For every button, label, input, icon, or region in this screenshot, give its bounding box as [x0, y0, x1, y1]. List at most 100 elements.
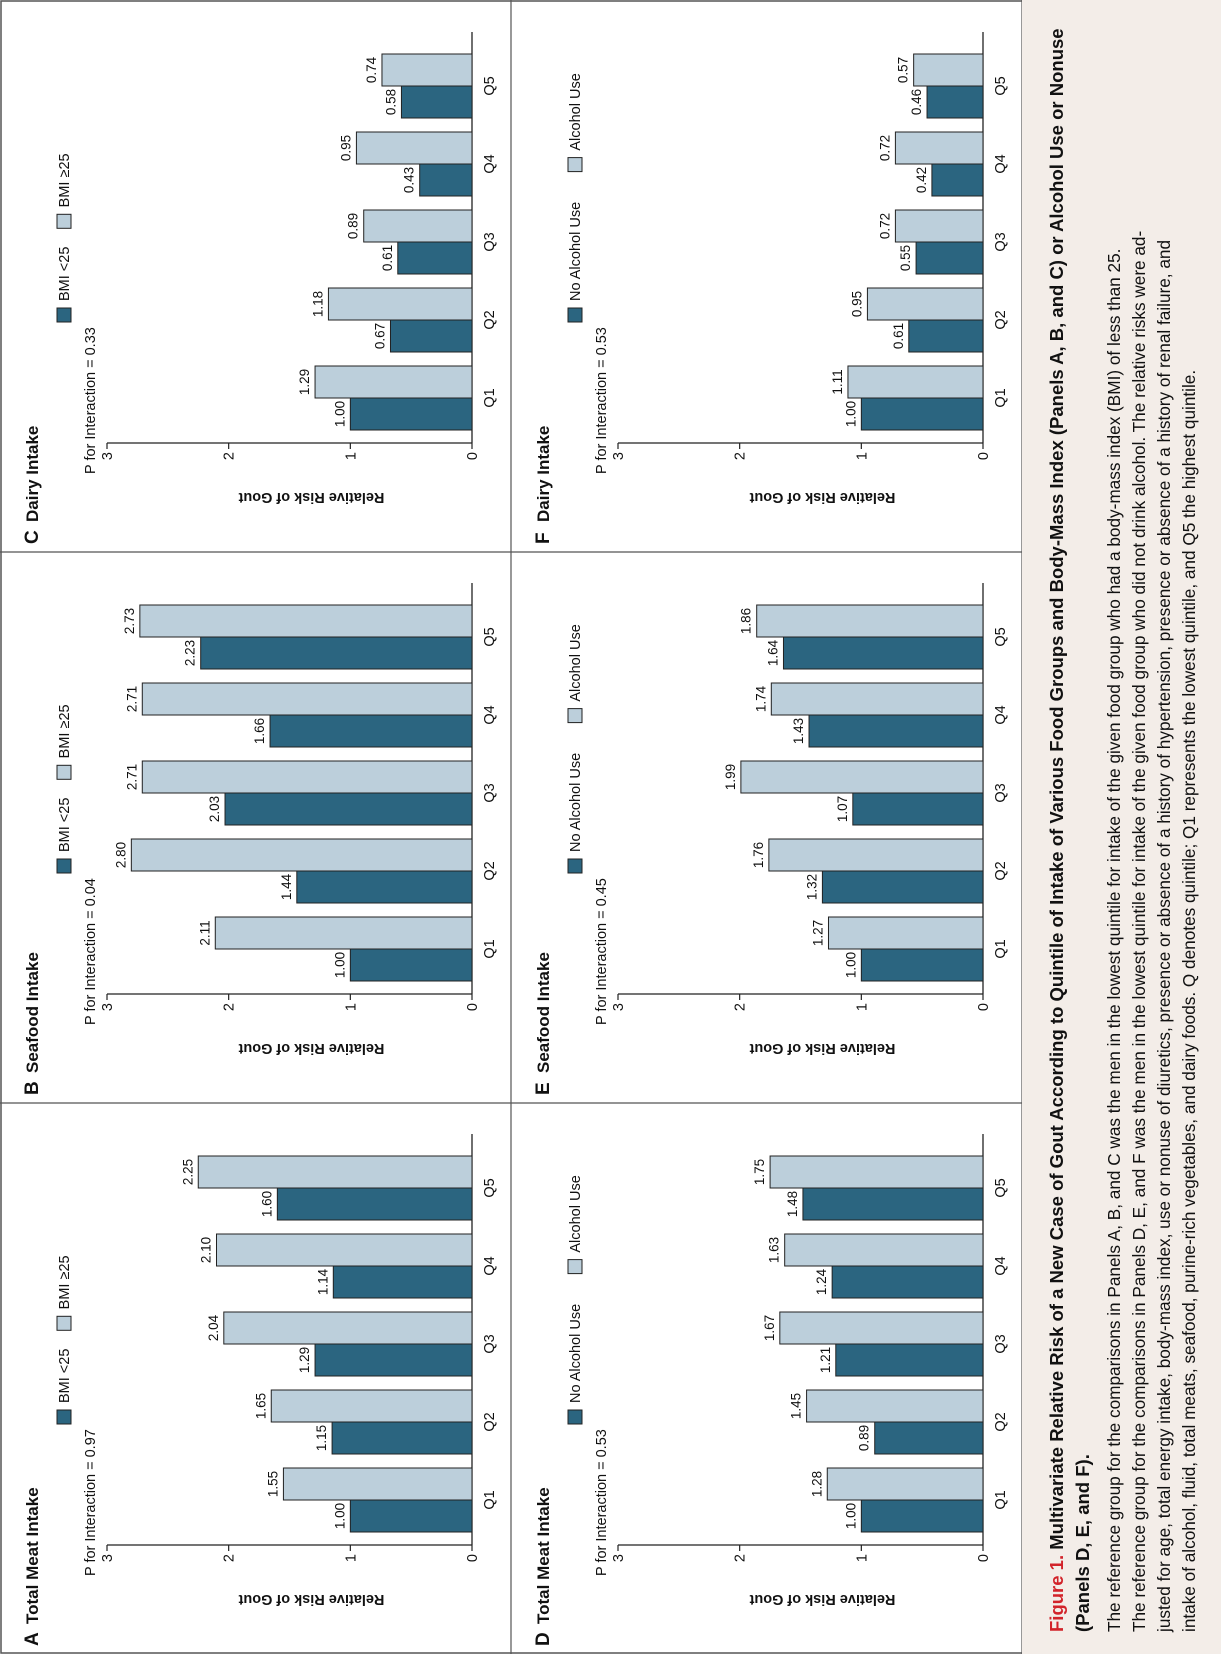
- y-tick-label: 2: [222, 452, 238, 460]
- bar-value-label: 0.43: [402, 167, 417, 193]
- bar-value-label: 0.89: [857, 1425, 872, 1451]
- legend-entry: No Alcohol Use: [568, 202, 584, 301]
- bar: [332, 1265, 473, 1299]
- y-axis-label: Relative Risk of Gout: [749, 1040, 895, 1056]
- panel-title: Seafood Intake: [23, 952, 42, 1073]
- bar-value-label: 0.67: [372, 323, 387, 349]
- bar-value-label: 1.99: [723, 764, 738, 790]
- bar-value-label: 2.71: [124, 686, 139, 712]
- y-tick-label: 3: [611, 452, 627, 460]
- bar: [874, 1421, 984, 1455]
- x-tick-label: Q5: [993, 1178, 1009, 1197]
- x-tick-label: Q3: [993, 783, 1009, 802]
- bar: [826, 1467, 984, 1501]
- bar: [769, 1155, 984, 1189]
- bar: [141, 760, 473, 794]
- bar-value-label: 1.00: [332, 401, 347, 427]
- bar-value-label: 1.00: [332, 952, 347, 978]
- bar-value-label: 1.44: [279, 873, 294, 900]
- x-tick-label: Q1: [482, 939, 498, 958]
- y-axis-label: Relative Risk of Gout: [238, 1040, 384, 1056]
- bar-value-label: 2.04: [206, 1314, 221, 1341]
- y-axis-label: Relative Risk of Gout: [749, 489, 895, 505]
- bar-value-label: 1.15: [314, 1425, 329, 1451]
- x-tick-label: Q2: [482, 861, 498, 880]
- panel-letter: E: [533, 1082, 554, 1095]
- bar: [270, 1389, 473, 1423]
- x-tick-label: Q5: [993, 627, 1009, 646]
- bar-value-label: 1.60: [259, 1191, 274, 1217]
- bar: [821, 870, 984, 904]
- bar: [223, 1311, 473, 1345]
- legend: BMI <25 BMI ≥25: [56, 1255, 73, 1425]
- bar-value-label: 0.57: [896, 57, 911, 83]
- legend-swatch: [56, 307, 72, 323]
- bar: [931, 163, 984, 197]
- bar: [224, 792, 473, 826]
- bar-value-label: 1.86: [739, 608, 754, 634]
- y-tick-label: 0: [976, 452, 992, 460]
- panel-title: Total Meat Intake: [534, 1487, 553, 1624]
- bar-value-label: 0.95: [338, 135, 353, 161]
- bar-value-label: 1.07: [835, 796, 850, 822]
- p-interaction: P for Interaction = 0.53: [594, 1429, 610, 1576]
- bar-value-label: 1.28: [809, 1471, 824, 1497]
- bar-value-label: 1.29: [297, 1347, 312, 1373]
- bar: [802, 1187, 984, 1221]
- panel-b: B Seafood Intake BMI <25 BMI ≥25 P for Inter…: [22, 583, 498, 1095]
- bar: [784, 1233, 984, 1267]
- x-tick-label: Q4: [482, 154, 498, 173]
- legend-swatch: [567, 1259, 583, 1275]
- bar-value-label: 1.32: [804, 874, 819, 900]
- bar: [296, 870, 473, 904]
- bar: [913, 53, 984, 87]
- bar-value-label: 1.18: [310, 291, 325, 317]
- bar-value-label: 1.00: [843, 401, 858, 427]
- p-interaction: P for Interaction = 0.33: [83, 327, 99, 474]
- bar: [827, 916, 984, 950]
- x-tick-label: Q2: [482, 310, 498, 329]
- bar: [327, 287, 473, 321]
- legend-entry: Alcohol Use: [568, 73, 584, 150]
- bar: [779, 1311, 984, 1345]
- y-tick-label: 2: [733, 1003, 749, 1011]
- y-tick-label: 3: [611, 1003, 627, 1011]
- legend-entry: BMI ≥25: [57, 704, 73, 758]
- bar: [389, 319, 473, 353]
- y-tick-label: 0: [976, 1003, 992, 1011]
- y-tick-label: 1: [854, 1003, 870, 1011]
- bar: [915, 241, 984, 275]
- bar: [355, 131, 473, 165]
- bar-value-label: 1.14: [315, 1268, 330, 1295]
- legend-entry: Alcohol Use: [568, 624, 584, 701]
- bar-value-label: 1.55: [265, 1471, 280, 1497]
- bar-value-label: 0.61: [380, 245, 395, 271]
- x-tick-label: Q4: [482, 705, 498, 724]
- bar: [756, 604, 984, 638]
- caption-line: The reference group for the comparisons …: [1129, 231, 1149, 1632]
- caption-line: intake of alcohol, fluid, total meats, s…: [1179, 370, 1199, 1632]
- bar-value-label: 0.74: [364, 56, 379, 83]
- p-interaction: P for Interaction = 0.04: [83, 878, 99, 1025]
- legend-swatch: [56, 213, 72, 229]
- panel-letter: D: [533, 1632, 554, 1646]
- y-tick-label: 0: [976, 1554, 992, 1562]
- bar: [141, 682, 473, 716]
- bar-value-label: 1.45: [789, 1393, 804, 1419]
- caption-line: The reference group for the comparisons …: [1104, 249, 1124, 1632]
- x-tick-label: Q2: [993, 1412, 1009, 1431]
- y-tick-label: 3: [100, 452, 116, 460]
- legend: No Alcohol Use Alcohol Use: [567, 73, 584, 323]
- x-tick-label: Q3: [482, 783, 498, 802]
- bar: [926, 85, 984, 119]
- bar-value-label: 0.72: [877, 213, 892, 239]
- bar: [894, 209, 984, 243]
- y-axis-label: Relative Risk of Gout: [749, 1591, 895, 1607]
- bar-value-label: 0.58: [383, 89, 398, 115]
- bar: [740, 760, 984, 794]
- y-tick-label: 1: [343, 452, 359, 460]
- bar: [363, 209, 473, 243]
- y-tick-label: 0: [465, 1003, 481, 1011]
- x-tick-label: Q1: [993, 1490, 1009, 1509]
- bar-value-label: 1.63: [767, 1237, 782, 1263]
